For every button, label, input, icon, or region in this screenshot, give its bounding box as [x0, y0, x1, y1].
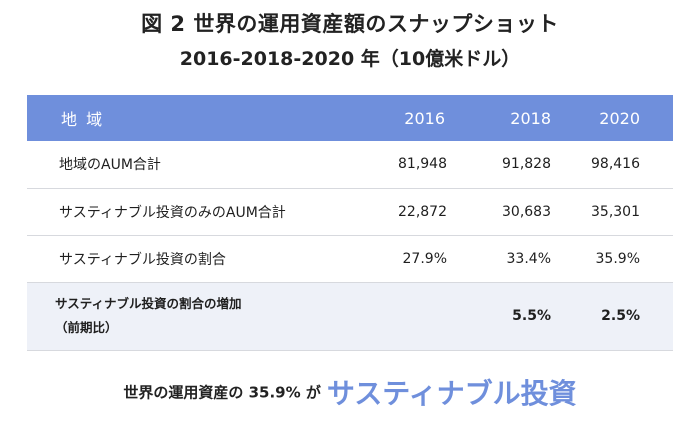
increase-row-label: サスティナブル投資の割合の増加 （前期比） [27, 282, 327, 350]
increase-row: サスティナブル投資の割合の増加 （前期比） 5.5% 2.5% [27, 282, 673, 350]
header-region: 地 域 [61, 110, 105, 129]
summary-highlight: サスティナブル投資 [326, 377, 577, 410]
cell-2020: 35,301 [591, 203, 640, 220]
summary-line: 世界の運用資産の 35.9% がサスティナブル投資 [0, 372, 700, 412]
cell-2020: 2.5% [601, 308, 640, 324]
figure-subtitle: 2016-2018-2020 年（10億米ドル） [179, 48, 521, 70]
row-label: サスティナブル投資のみのAUM合計 [59, 204, 286, 221]
table-row: サスティナブル投資の割合 27.9% 33.4% 35.9% [27, 235, 673, 282]
table-row: サスティナブル投資のみのAUM合計 22,872 30,683 35,301 [27, 188, 673, 235]
increase-label-note: （前期比） [55, 320, 118, 335]
header-year-2016: 2016 [404, 108, 445, 128]
cell-2018: 33.4% [506, 250, 551, 267]
cell-2016 [327, 282, 459, 350]
cell-2016: 81,948 [398, 156, 447, 173]
summary-lead: 世界の運用資産の 35.9% が [123, 383, 321, 402]
figure-title: 図 2 世界の運用資産額のスナップショット [141, 12, 559, 36]
cell-2020: 98,416 [591, 156, 640, 173]
header-year-2018: 2018 [510, 108, 551, 128]
header-year-2020: 2020 [599, 108, 640, 128]
cell-2016: 22,872 [398, 203, 447, 220]
row-label: 地域のAUM合計 [59, 157, 161, 174]
table-header-row: 地 域 2016 2018 2020 [27, 95, 673, 141]
cell-2016: 27.9% [402, 250, 447, 267]
cell-2020: 35.9% [595, 250, 640, 267]
row-label: サスティナブル投資の割合 [59, 251, 226, 268]
increase-label-main: サスティナブル投資の割合の増加 [55, 296, 242, 311]
cell-2018: 91,828 [502, 156, 551, 173]
aum-table: 地 域 2016 2018 2020 地域のAUM合計 81,948 91,82… [27, 95, 673, 351]
cell-2018: 30,683 [502, 203, 551, 220]
cell-2018: 5.5% [512, 308, 551, 324]
table-row: 地域のAUM合計 81,948 91,828 98,416 [27, 141, 673, 188]
